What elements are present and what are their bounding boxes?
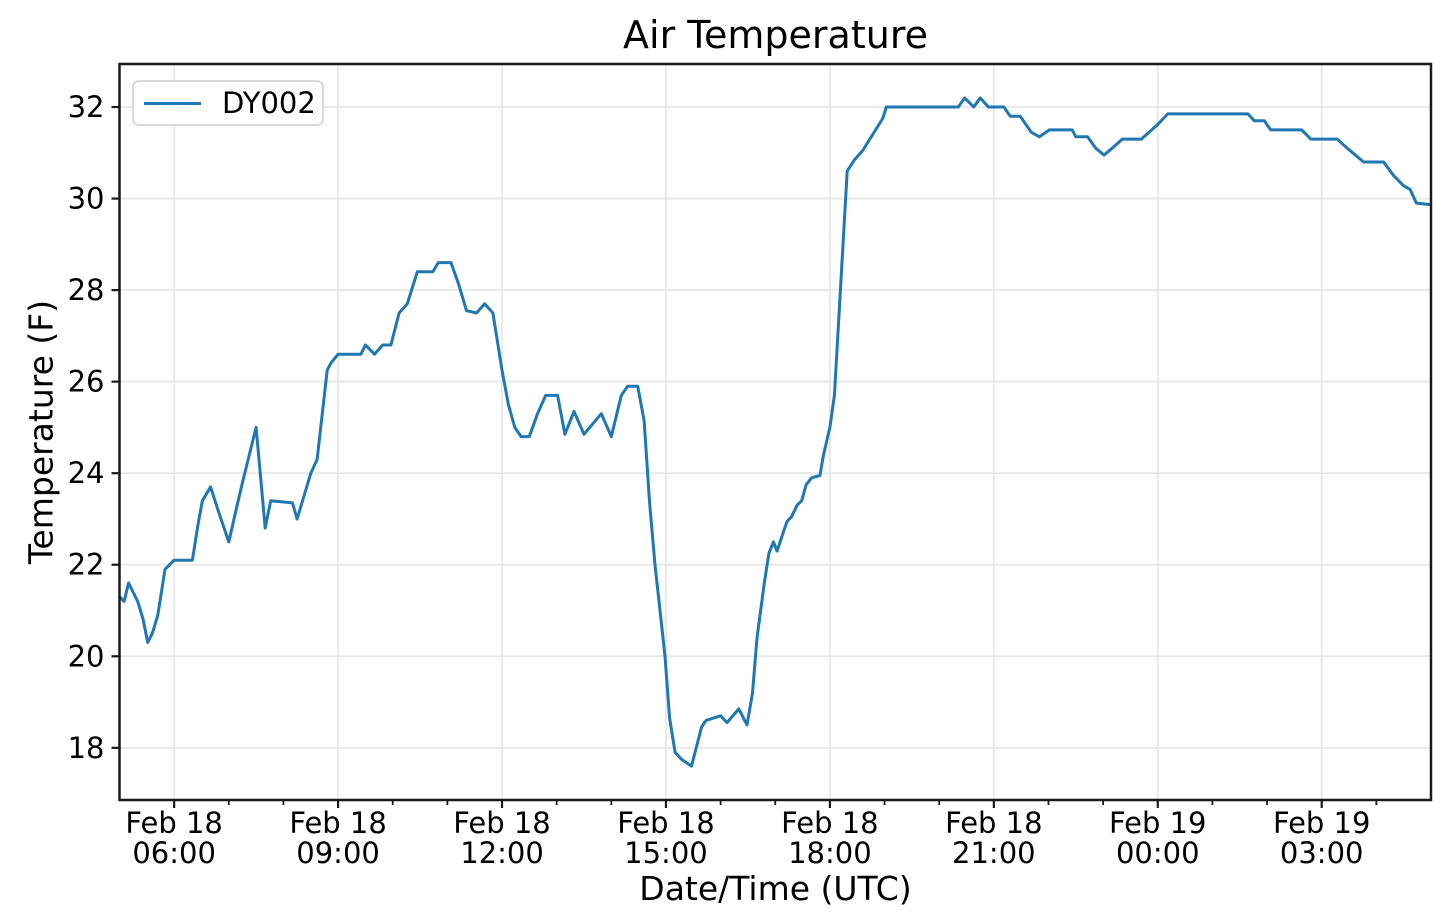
series-line-DY002: [118, 96, 1431, 768]
axes-spines: [118, 62, 1433, 802]
x-tick-label: Feb 18 18:00: [781, 806, 878, 870]
x-tick-label: Feb 18 06:00: [125, 806, 222, 870]
y-tick-label: 24: [68, 456, 105, 490]
x-tick-label: Feb 18 12:00: [453, 806, 550, 870]
x-tick-label: Feb 18 15:00: [617, 806, 714, 870]
tick-layer: [111, 105, 1378, 808]
chart-title: Air Temperature: [623, 13, 928, 57]
y-tick-label: 28: [68, 273, 105, 307]
x-axis-label: Date/Time (UTC): [639, 869, 912, 908]
y-tick-label: 20: [68, 639, 105, 673]
y-tick-label: 30: [68, 182, 105, 216]
series-layer: [118, 96, 1431, 768]
legend-line-sample: [144, 101, 201, 105]
tick-label-layer: 18 20 22 24 26 28 30 32 Feb 18 06:00 Feb 18 09:00 Fe…: [68, 90, 1371, 870]
spine-layer: [118, 62, 1433, 802]
y-tick-label: 22: [68, 548, 105, 582]
legend-series-label: DY002: [222, 86, 316, 120]
y-tick-label: 18: [68, 731, 105, 765]
x-tick-label: Feb 18 09:00: [289, 806, 386, 870]
y-tick-label: 32: [68, 90, 105, 124]
y-axis-label: Temperature (F): [21, 299, 61, 565]
x-tick-label: Feb 19 00:00: [1109, 806, 1206, 870]
y-tick-label: 26: [68, 365, 105, 399]
grid-layer: [119, 64, 1431, 800]
x-tick-label: Feb 18 21:00: [945, 806, 1042, 870]
legend: DY002: [132, 80, 324, 126]
x-tick-label: Feb 19 03:00: [1273, 806, 1370, 870]
